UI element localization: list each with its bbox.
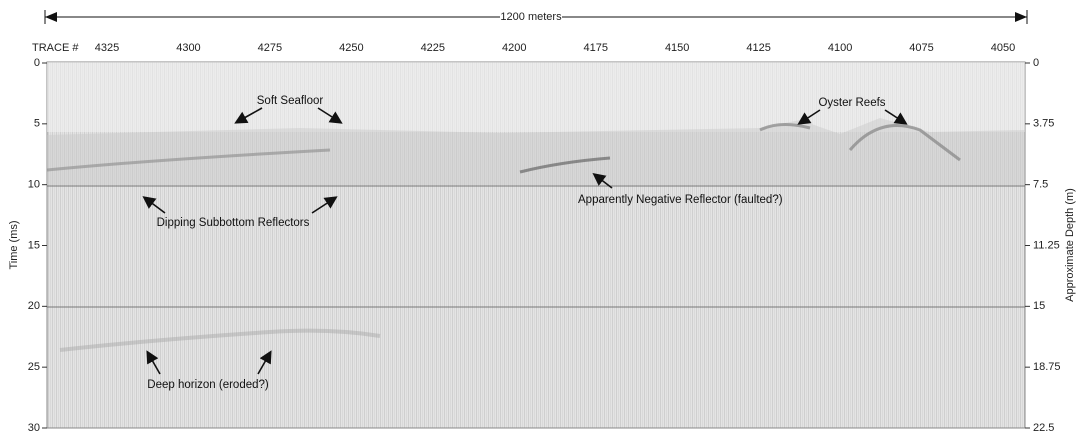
trace-label: 4275 [258, 42, 282, 54]
left-tick-label: 30 [28, 422, 40, 432]
trace-label: 4300 [176, 42, 200, 54]
annotation: Oyster Reefs [818, 97, 885, 109]
trace-label: 4100 [828, 42, 852, 54]
right-tick-label: 11.25 [1033, 239, 1060, 251]
annotation: Deep horizon (eroded?) [147, 379, 269, 391]
scale-bar-label: 1200 meters [500, 11, 562, 23]
scale-bar: 1200 meters [44, 10, 1028, 24]
trace-label: 4175 [583, 42, 607, 54]
trace-label: 4250 [339, 42, 363, 54]
trace-axis-title: TRACE # [32, 42, 79, 54]
left-tick-label: 10 [28, 179, 40, 191]
right-tick-label: 7.5 [1033, 179, 1048, 191]
left-axis-title: Time (ms) [8, 220, 20, 269]
trace-label: 4225 [421, 42, 445, 54]
trace-label: 4075 [909, 42, 933, 54]
left-tick-label: 20 [28, 300, 40, 312]
left-tick-label: 0 [34, 57, 40, 69]
trace-label: 4050 [991, 42, 1015, 54]
right-tick-label: 15 [1033, 300, 1045, 312]
trace-label: 4200 [502, 42, 526, 54]
profile-image [46, 61, 1026, 429]
annotations: Soft Seafloor Oyster Reefs Apparently Ne… [142, 95, 908, 391]
annotation: Apparently Negative Reflector (faulted?) [578, 194, 783, 206]
right-tick-label: 3.75 [1033, 118, 1054, 130]
right-tick-label: 0 [1033, 57, 1039, 69]
trace-label: 4125 [746, 42, 770, 54]
left-tick-label: 15 [28, 239, 40, 251]
right-tick-label: 22.5 [1033, 422, 1054, 432]
left-tick-label: 5 [34, 118, 40, 130]
right-axis-title: Approximate Depth (m) [1064, 188, 1076, 302]
left-axis: 0 5 10 15 20 25 30 [28, 57, 47, 432]
left-tick-label: 25 [28, 361, 40, 373]
right-tick-label: 18.75 [1033, 361, 1061, 373]
annotation: Soft Seafloor [257, 95, 324, 107]
trace-labels: 4325 4300 4275 4250 4225 4200 4175 4150 4125 4100… [95, 42, 1015, 54]
right-axis: 0 3.75 7.5 11.25 15 18.75 22.5 [1025, 57, 1061, 432]
annotation: Dipping Subbottom Reflectors [157, 217, 310, 229]
trace-label: 4325 [95, 42, 119, 54]
trace-label: 4150 [665, 42, 689, 54]
